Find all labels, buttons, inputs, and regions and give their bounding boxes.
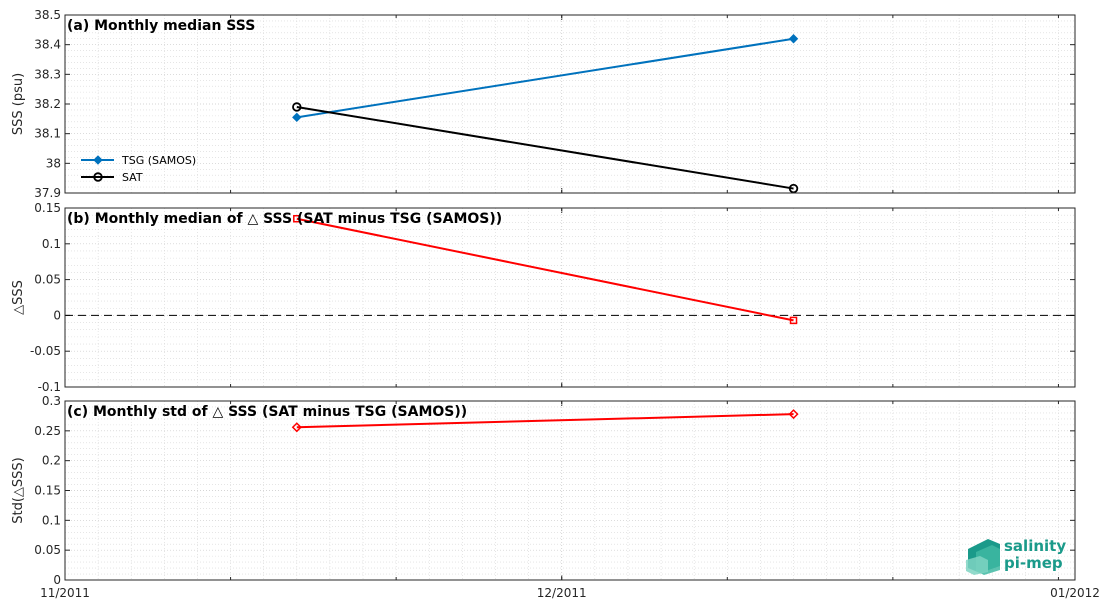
- data-point: [789, 316, 798, 325]
- series-line-1-2: [296, 105, 794, 190]
- axes-box: [64, 400, 1076, 581]
- legend-marker: [93, 155, 103, 165]
- y-tick-label: 38.4: [34, 38, 61, 52]
- y-tick-label: 38.1: [34, 127, 61, 141]
- x-tick-label: 11/2011: [40, 586, 90, 600]
- data-point: [291, 422, 302, 433]
- legend-entry: SAT: [122, 171, 143, 184]
- y-tick-label: 38: [46, 156, 61, 170]
- panel-c: 0 0.05 0.1 0.15 0.2 0.25 0.3 (c) Monthly std of…: [11, 394, 1076, 587]
- data-point: [292, 112, 302, 123]
- y-axis-label: SSS (psu): [11, 73, 26, 135]
- panel-title: (a) Monthly median SSS: [67, 18, 255, 34]
- data-point: [788, 183, 799, 194]
- y-tick-label: 0.15: [34, 201, 61, 215]
- logo-line1: salinity: [1004, 537, 1066, 555]
- y-tick-label: 38.5: [34, 8, 61, 22]
- panel-a: 37.9 38 38.1 38.2 38.3 38.4 38.5 (a) Monthly me…: [11, 8, 1076, 200]
- y-tick-label: 0.1: [42, 237, 61, 251]
- series-line-1-1: [296, 37, 794, 119]
- data-point: [292, 102, 302, 112]
- y-tick-label: 0.05: [34, 273, 61, 287]
- axes-box: [64, 14, 1076, 194]
- data-point: [788, 34, 799, 44]
- logo-line2: pi-mep: [1004, 554, 1063, 572]
- y-tick-label: 0.2: [42, 454, 61, 468]
- y-axis-label: △SSS: [11, 280, 26, 315]
- panel-title: (c) Monthly std of △ SSS (SAT minus TSG …: [67, 404, 467, 420]
- y-tick-label: 38.2: [34, 97, 61, 111]
- plot-area: [65, 208, 1075, 387]
- legend: TSG (SAMOS) SAT: [81, 154, 196, 184]
- y-axis-label: Std(△SSS): [11, 457, 26, 524]
- series-line-3-1: [296, 413, 794, 429]
- logo-mark-icon: [966, 539, 1000, 575]
- panel-title: (b) Monthly median of △ SSS (SAT minus T…: [67, 211, 502, 227]
- data-point: [293, 214, 301, 223]
- series-line-2-1: [296, 217, 794, 322]
- legend-marker: [93, 172, 103, 182]
- y-tick-label: 0: [53, 573, 61, 587]
- y-tick-label: 0: [53, 308, 61, 322]
- y-tick-label: 38.3: [34, 67, 61, 81]
- y-tick-label: 0.3: [42, 394, 61, 408]
- y-tick-label: 0.1: [42, 513, 61, 527]
- data-point: [788, 409, 799, 420]
- panel-b: -0.1 -0.05 0 0.05 0.1 0.15 (b) Monthly median …: [11, 201, 1076, 394]
- legend-entry: TSG (SAMOS): [121, 154, 196, 167]
- y-tick-label: 0.15: [34, 484, 61, 498]
- logo: salinity pi-mep: [966, 537, 1066, 575]
- y-tick-label: -0.1: [38, 380, 61, 394]
- y-tick-label: -0.05: [30, 344, 61, 358]
- x-tick-label: 12/2011: [537, 586, 587, 600]
- x-tick-label: 01/2012: [1050, 586, 1100, 600]
- y-tick-label: 0.25: [34, 424, 61, 438]
- axes-box: [64, 207, 1076, 388]
- y-tick-label: 0.05: [34, 543, 61, 557]
- y-tick-label: 37.9: [34, 186, 61, 200]
